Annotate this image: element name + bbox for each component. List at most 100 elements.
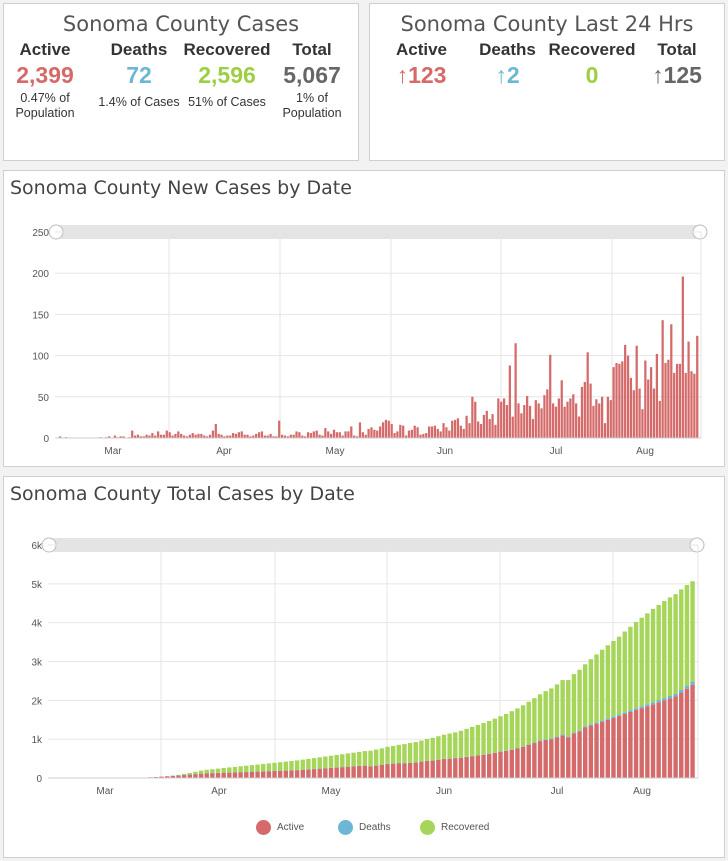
recovered-label: Recovered [183, 40, 271, 59]
bar [532, 742, 537, 744]
bar [396, 744, 402, 764]
bar [635, 345, 638, 438]
bar [560, 735, 565, 778]
bar [304, 436, 307, 438]
legend-deaths[interactable]: Deaths [338, 820, 391, 835]
bar [445, 427, 448, 438]
bar [381, 422, 385, 438]
bar [387, 420, 390, 438]
bar [277, 770, 283, 778]
bar [362, 751, 368, 766]
bar [390, 423, 393, 438]
legend-active[interactable]: Active [256, 820, 304, 835]
bar [159, 434, 163, 438]
bar [283, 761, 289, 771]
bar [583, 726, 588, 728]
bar [211, 430, 215, 438]
bar [430, 737, 435, 761]
bar [633, 710, 639, 778]
bar [532, 743, 537, 778]
bar [385, 746, 390, 764]
bar [571, 733, 577, 778]
month-label: Mar [96, 786, 114, 797]
bar [662, 700, 667, 778]
bar [430, 760, 435, 778]
bar [569, 398, 572, 438]
bar [551, 403, 555, 438]
bar [515, 748, 520, 778]
total-cases-panel: Sonoma County Total Cases by Date 0 1k 2k 3… [3, 476, 725, 858]
bar [577, 730, 582, 732]
bar [594, 722, 599, 724]
bar [448, 430, 451, 438]
bar [223, 436, 226, 438]
bar [675, 363, 679, 438]
l24-recovered-label: Recovered [548, 40, 636, 59]
bar [424, 738, 430, 761]
bar [543, 739, 548, 778]
bar [690, 684, 695, 778]
bar [583, 664, 588, 727]
bar [531, 419, 535, 438]
month-label: Mar [104, 446, 122, 457]
bar [413, 742, 418, 763]
bar [447, 758, 452, 778]
bar [407, 742, 413, 763]
bar [266, 435, 269, 438]
bar [696, 335, 699, 438]
legend-recovered[interactable]: Recovered [420, 820, 489, 835]
bar [328, 767, 334, 778]
l24-total-label: Total [657, 40, 697, 59]
bar [649, 367, 653, 438]
bar [537, 694, 543, 741]
bar [624, 344, 627, 438]
bar [151, 433, 154, 438]
bar [266, 763, 272, 772]
bar [684, 686, 690, 689]
bar [176, 775, 181, 778]
bar [465, 415, 468, 438]
bar [187, 772, 192, 775]
bar [133, 435, 137, 438]
bar [500, 401, 503, 438]
bar [543, 739, 548, 740]
bar [633, 708, 639, 711]
bar [566, 679, 571, 737]
bar [470, 726, 475, 756]
bar [362, 765, 368, 778]
bar [416, 427, 419, 438]
bar [645, 706, 650, 778]
bar [629, 377, 633, 438]
bar [301, 435, 304, 438]
bar [327, 431, 330, 438]
bar [357, 751, 362, 766]
total-cases-chart: 0 1k 2k 3k 4k 5k 6k Mar Apr May Jun Jul Aug [31, 537, 705, 797]
bar [588, 659, 594, 725]
bar [503, 713, 509, 751]
l24-active-column: Active ↑123 [384, 40, 459, 89]
bar [447, 733, 452, 759]
bar [485, 410, 488, 438]
bar [616, 715, 622, 778]
recovered-note: 51% of Cases [188, 95, 266, 109]
bar [428, 426, 431, 438]
bar [451, 420, 454, 438]
month-label: Apr [211, 786, 227, 797]
bar [148, 435, 151, 438]
bar [599, 720, 605, 722]
bar [543, 691, 548, 740]
new-cases-title: Sonoma County New Cases by Date [10, 177, 352, 199]
bar [170, 775, 176, 778]
bar [341, 435, 344, 438]
active-column: Active 2,399 0.47% of Population [4, 40, 86, 121]
bar [347, 431, 350, 438]
bar [231, 433, 235, 438]
bar [206, 436, 209, 438]
bar [376, 430, 379, 438]
y-tick-label: 2k [31, 696, 43, 707]
bar [390, 763, 396, 778]
bar [261, 763, 266, 772]
new-cases-panel: Sonoma County New Cases by Date 0 50 100 15… [3, 170, 725, 467]
bar [650, 608, 656, 703]
bar [289, 434, 292, 438]
